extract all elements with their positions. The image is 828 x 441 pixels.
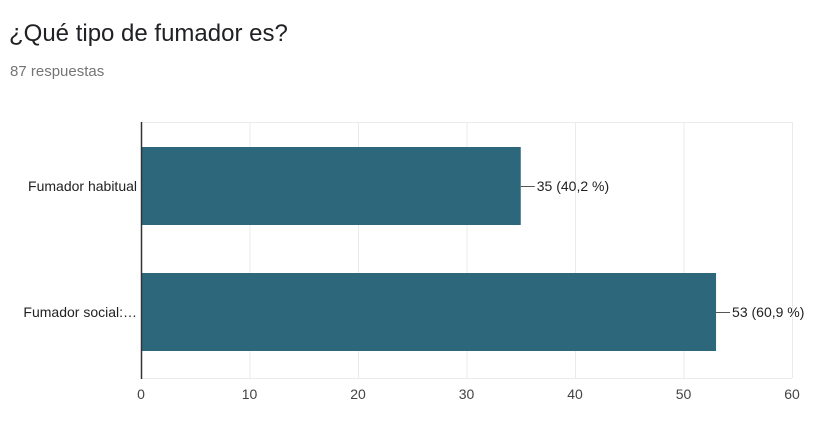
response-count: 87 respuestas	[10, 63, 105, 80]
x-tick-label-30: 30	[459, 386, 475, 402]
bar-1[interactable]	[141, 273, 717, 351]
category-label-1: Fumador social:…	[23, 304, 137, 320]
x-tick-label-50: 50	[676, 386, 692, 402]
bar-1-data-label: 53 (60,9 %)	[732, 304, 804, 320]
question-title: ¿Qué tipo de fumador es?	[9, 20, 288, 47]
x-tick-label-0: 0	[137, 386, 145, 402]
x-tick-label-40: 40	[567, 386, 583, 402]
x-tick-label-60: 60	[784, 386, 800, 402]
bar-0[interactable]	[141, 147, 521, 225]
category-label-0: Fumador habitual	[28, 178, 137, 194]
x-tick-label-20: 20	[350, 386, 366, 402]
x-tick-label-10: 10	[242, 386, 258, 402]
bar-0-data-label: 35 (40,2 %)	[537, 178, 609, 194]
